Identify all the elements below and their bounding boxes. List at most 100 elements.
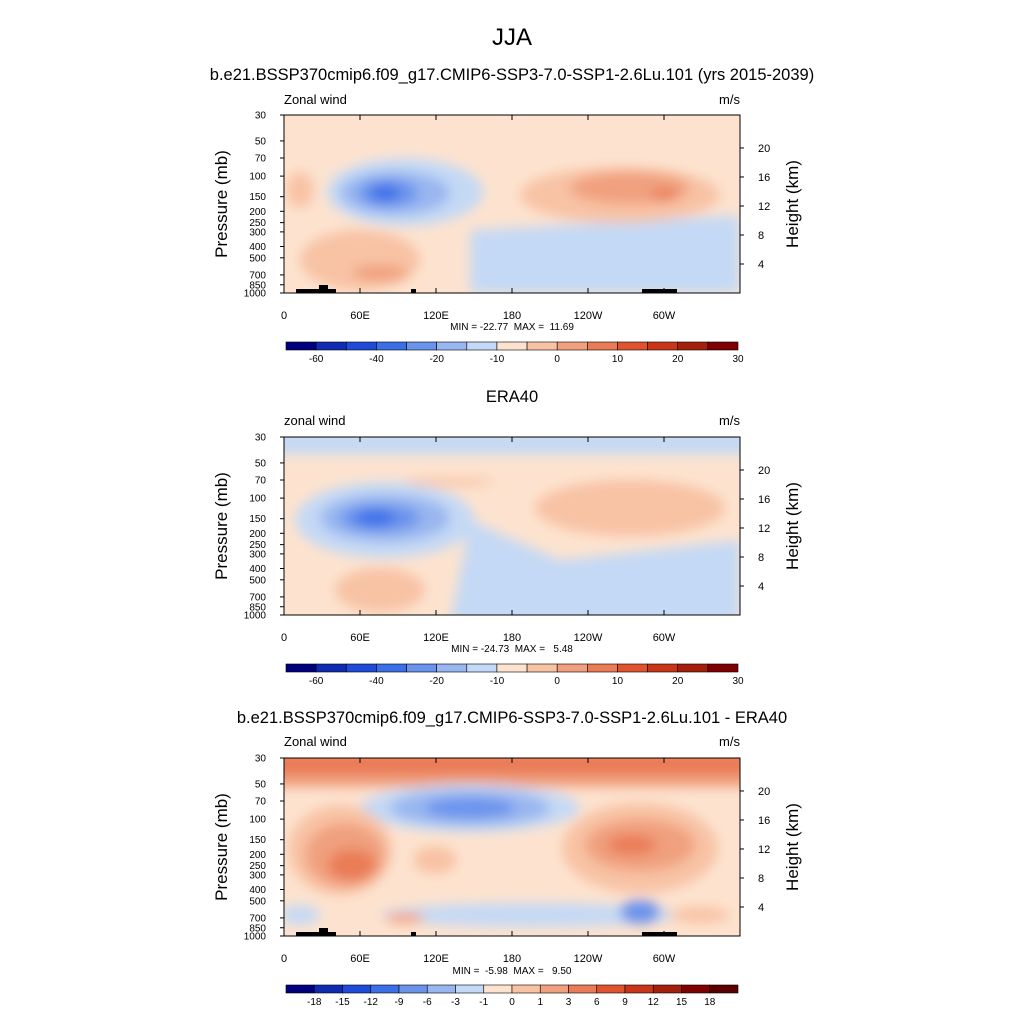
colorbar-box xyxy=(496,341,528,351)
colorbar-box xyxy=(496,663,528,673)
colorbar-label: -9 xyxy=(395,997,404,1008)
height-tick-label: 16 xyxy=(758,494,770,506)
colorbar-box xyxy=(539,984,569,994)
y-tick-label: 100 xyxy=(249,815,266,826)
colorbar-box xyxy=(436,663,468,673)
y-axis-title: Pressure (mb) xyxy=(212,793,231,901)
colorbar-label: -6 xyxy=(423,997,432,1008)
colorbar-box xyxy=(617,663,648,673)
colorbar-label: 30 xyxy=(732,676,744,687)
colorbar-box xyxy=(596,984,626,994)
topography xyxy=(296,928,677,936)
colorbar-label: -18 xyxy=(307,997,322,1008)
colorbar-box xyxy=(647,663,679,673)
y-tick-label: 50 xyxy=(255,458,267,469)
colorbar-box xyxy=(587,341,618,351)
colorbar-box xyxy=(315,341,347,351)
x-tick-label: 180 xyxy=(503,632,521,644)
colorbar-box xyxy=(556,663,588,673)
x-tick-label: 120W xyxy=(574,310,603,322)
height-tick-label: 20 xyxy=(758,143,770,155)
colorbar-box xyxy=(709,984,739,994)
height-tick-label: 12 xyxy=(758,523,770,535)
colorbar-box xyxy=(313,984,343,994)
colorbar-box xyxy=(315,663,347,673)
height-tick-label: 20 xyxy=(758,465,770,477)
height-tick-label: 20 xyxy=(758,786,770,798)
colorbar-box xyxy=(466,341,498,351)
y-axis-height: 20 16 12 8 4 xyxy=(740,786,770,914)
y-tick-label: 300 xyxy=(249,227,266,238)
y-tick-label: 300 xyxy=(249,870,266,881)
y-tick-label: 500 xyxy=(249,896,266,907)
y-tick-label: 400 xyxy=(249,564,266,575)
y-axis-height: 20 16 12 8 4 xyxy=(740,465,770,593)
colorbar-label: -15 xyxy=(335,997,350,1008)
y-tick-label: 100 xyxy=(249,172,266,183)
colorbar-box xyxy=(652,984,682,994)
colorbar-label: -40 xyxy=(369,354,384,365)
colorbar-box xyxy=(376,341,407,351)
colorbar-label: -20 xyxy=(429,676,444,687)
height-tick-label: 8 xyxy=(758,552,764,564)
x-tick-label: 120W xyxy=(574,632,603,644)
y-tick-label: 150 xyxy=(249,514,266,525)
y-tick-label: 300 xyxy=(249,549,266,560)
colorbar-box xyxy=(345,663,377,673)
contour-field xyxy=(284,758,740,936)
y-axis-height: 20 16 12 8 4 xyxy=(740,143,770,271)
colorbar-box xyxy=(285,663,317,673)
y-tick-label: 850 xyxy=(249,280,266,291)
contour-field xyxy=(284,115,740,293)
colorbar-box xyxy=(677,663,709,673)
units-label: m/s xyxy=(719,92,740,107)
y-tick-label: 500 xyxy=(249,253,266,264)
y-axis-right-title: Height (km) xyxy=(783,803,802,891)
colorbar-label: 6 xyxy=(594,997,600,1008)
y-axis-right-title: Height (km) xyxy=(783,160,802,248)
x-tick-label: 0 xyxy=(281,953,287,965)
y-tick-label: 400 xyxy=(249,885,266,896)
variable-label: zonal wind xyxy=(284,413,345,428)
colorbar-label: -20 xyxy=(429,354,444,365)
colorbar-label: -12 xyxy=(364,997,379,1008)
y-axis-right-title: Height (km) xyxy=(783,482,802,570)
variable-label: Zonal wind xyxy=(284,734,347,749)
panel-title: b.e21.BSSP370cmip6.f09_g17.CMIP6-SSP3-7.… xyxy=(210,66,814,84)
colorbar-label: 20 xyxy=(672,676,684,687)
y-tick-label: 30 xyxy=(255,111,267,122)
colorbar-box xyxy=(647,341,679,351)
x-axis: 0 60E 120E 180 120W 60W xyxy=(281,437,676,644)
y-tick-label: 850 xyxy=(249,602,266,613)
colorbar-label: 0 xyxy=(554,354,560,365)
y-tick-label: 150 xyxy=(249,835,266,846)
colorbar-box xyxy=(681,984,711,994)
colorbar-box xyxy=(406,663,437,673)
y-tick-label: 70 xyxy=(255,476,267,487)
colorbar-label: -10 xyxy=(490,676,505,687)
x-tick-label: 60E xyxy=(350,953,370,965)
height-tick-label: 4 xyxy=(758,902,764,914)
x-tick-label: 180 xyxy=(503,310,521,322)
x-tick-label: 60E xyxy=(350,310,370,322)
colorbar-label: 10 xyxy=(612,354,624,365)
colorbar-label: -3 xyxy=(451,997,460,1008)
colorbar-box xyxy=(707,341,739,351)
colorbar-box xyxy=(436,341,468,351)
x-tick-label: 60E xyxy=(350,632,370,644)
colorbar-label: 30 xyxy=(732,354,744,365)
y-tick-label: 500 xyxy=(249,575,266,586)
colorbar-label: 1 xyxy=(537,997,543,1008)
colorbar-label: 15 xyxy=(676,997,688,1008)
height-tick-label: 4 xyxy=(758,581,764,593)
y-tick-label: 850 xyxy=(249,923,266,934)
y-tick-label: 200 xyxy=(249,207,266,218)
y-tick-label: 1000 xyxy=(244,289,267,300)
variable-label: Zonal wind xyxy=(284,92,347,107)
min-max-label: MIN = -24.73 MAX = 5.48 xyxy=(451,644,573,655)
x-axis: 0 60E 120E 180 120W 60W xyxy=(281,115,676,322)
panel-obs: ERA40 zonal wind m/s 0 60E 120E 180 120W 60W … xyxy=(212,388,802,687)
height-tick-label: 12 xyxy=(758,844,770,856)
